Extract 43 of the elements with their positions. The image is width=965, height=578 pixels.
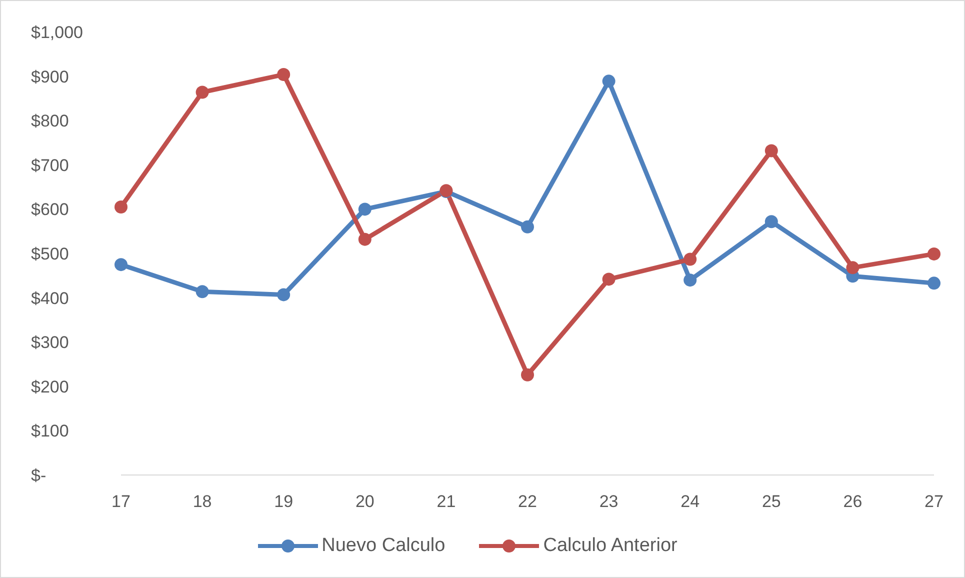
x-tick-label: 19 bbox=[274, 492, 294, 512]
point bbox=[846, 261, 860, 274]
point bbox=[684, 252, 697, 266]
point bbox=[114, 258, 128, 272]
y-tick-label: $200 bbox=[31, 377, 69, 396]
x-tick-label: 26 bbox=[843, 492, 862, 512]
point bbox=[277, 68, 290, 82]
y-tick-label: $400 bbox=[31, 288, 69, 308]
point bbox=[684, 274, 697, 287]
point bbox=[196, 86, 209, 99]
point bbox=[114, 200, 128, 214]
point bbox=[521, 368, 534, 382]
x-tick-label: 18 bbox=[192, 492, 212, 512]
point bbox=[358, 232, 372, 246]
point bbox=[928, 247, 940, 260]
x-tick-label: 24 bbox=[680, 492, 700, 512]
point bbox=[358, 202, 372, 216]
point bbox=[196, 285, 209, 298]
point bbox=[277, 288, 290, 302]
point bbox=[764, 144, 778, 158]
point bbox=[602, 272, 616, 286]
y-tick-label: $1,000 bbox=[31, 23, 83, 42]
y-tick-label: $600 bbox=[31, 200, 69, 220]
y-tick-label: $700 bbox=[31, 156, 69, 175]
point bbox=[521, 220, 534, 234]
point bbox=[602, 74, 616, 88]
x-tick-label: 23 bbox=[599, 492, 618, 512]
y-tick-label: $- bbox=[31, 466, 46, 485]
x-tick-label: 20 bbox=[355, 492, 374, 512]
x-tick-label: 22 bbox=[518, 492, 537, 512]
x-tick-label: 27 bbox=[924, 492, 944, 512]
point bbox=[928, 276, 940, 290]
point bbox=[764, 215, 778, 228]
x-tick-label: 21 bbox=[436, 492, 456, 512]
legend-label: Nuevo Calculo bbox=[320, 535, 446, 557]
y-tick-label: $800 bbox=[31, 112, 69, 131]
y-tick-label: $100 bbox=[31, 422, 69, 441]
y-tick-label: $900 bbox=[31, 67, 69, 86]
x-tick-label: 25 bbox=[762, 492, 781, 512]
legend-label: Calculo Anterior bbox=[542, 535, 678, 557]
x-tick-label: 17 bbox=[112, 492, 130, 512]
y-tick-label: $300 bbox=[31, 333, 69, 352]
y-tick-label: $500 bbox=[31, 244, 69, 264]
